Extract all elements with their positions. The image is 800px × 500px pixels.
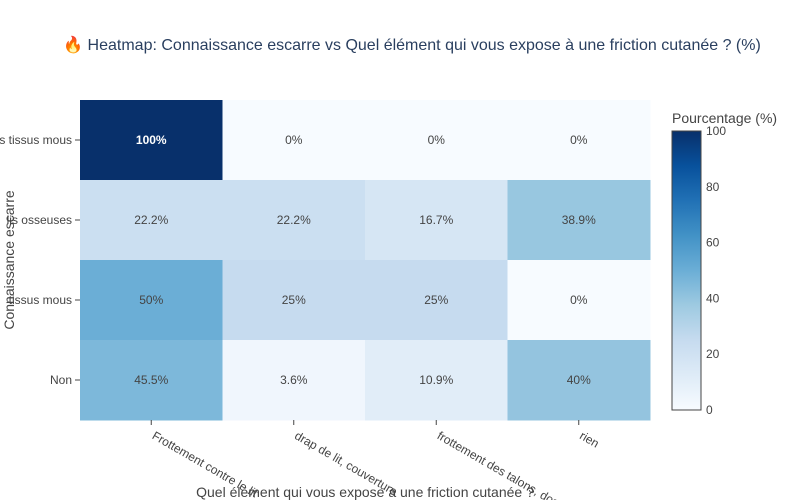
heatmap-cell [365,260,508,341]
colorbar-title: Pourcentage (%) [672,110,777,126]
y-tick-label: lis osseuses [7,213,72,227]
cell-label: 0% [570,293,588,307]
y-tick-label: tissus mous [9,293,72,307]
y-tick-label: Non [50,373,72,387]
x-axis-title: Quel élément qui vous expose à une frict… [196,484,534,500]
heatmap-cell [365,180,508,261]
heatmap-cell [507,180,651,261]
heatmap-cell [222,180,366,261]
colorbar-tick-label: 100 [706,124,726,138]
heatmap-cell [222,340,366,421]
colorbar-ticks: 0 20 40 60 80 100 [706,124,726,417]
colorbar-tick-label: 20 [706,347,720,361]
cell-label: 100% [136,133,167,147]
heatmap-cell [365,100,508,181]
cell-label: 0% [428,133,446,147]
y-tick-label: s tissus mous [0,133,72,147]
cell-label: 25% [424,293,448,307]
cell-label: 16.7% [419,213,453,227]
heatmap-cell [507,100,651,181]
cell-label: 10.9% [419,373,453,387]
heatmap-cell [222,100,366,181]
heatmap-cell [222,260,366,341]
cell-label: 0% [285,133,303,147]
cell-label: 50% [139,293,163,307]
cell-label: 0% [570,133,588,147]
x-tick-label: rien [577,428,601,450]
cell-label: 40% [567,373,591,387]
y-axis-ticks: s tissus mous lis osseuses tissus mous Non [0,133,80,387]
cell-label: 25% [282,293,306,307]
colorbar-tick-label: 0 [706,403,713,417]
cell-label: 22.2% [134,213,168,227]
heatmap-cell [80,180,223,261]
heatmap-cell [80,100,223,181]
cell-label: 22.2% [277,213,311,227]
heatmap-cell [507,260,651,341]
cell-label: 38.9% [562,213,596,227]
colorbar-tick-label: 40 [706,291,720,305]
heatmap-cell [507,340,651,421]
chart-title: 🔥 Heatmap: Connaissance escarre vs Quel … [63,35,761,54]
heatmap-cells [80,100,651,421]
heatmap-cell-labels: 100% 0% 0% 0% 22.2% 22.2% 16.7% 38.9% 50% 25% 25% 0… [134,133,596,387]
cell-label: 45.5% [134,373,168,387]
cell-label: 3.6% [280,373,308,387]
colorbar [671,130,702,411]
heatmap-cell [365,340,508,421]
colorbar-tick-label: 80 [706,180,720,194]
colorbar-tick-label: 60 [706,236,720,250]
y-axis-title: Connaissance escarre [1,190,17,330]
heatmap-cell [80,340,223,421]
heatmap-cell [80,260,223,341]
